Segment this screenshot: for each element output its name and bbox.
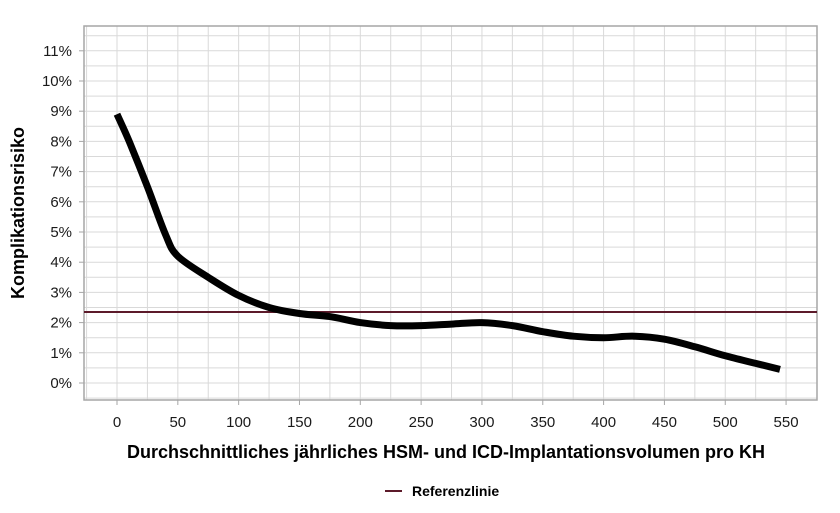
x-tick-label: 350 [530,414,555,431]
plot-area [83,25,818,401]
y-axis-title: Komplikationsrisiko [8,127,28,299]
x-tick-label: 100 [226,414,251,431]
y-tick-label: 2% [50,315,72,332]
y-tick-label: 7% [50,164,72,181]
y-tick-label: 0% [50,375,72,392]
x-tick-label: 150 [287,414,312,431]
x-tick-label: 400 [591,414,616,431]
y-axis: 0% 1% 2% 3% 4% 5% 6% 7% 8% 9% 10% 11% [42,43,84,392]
y-tick-label: 5% [50,224,72,241]
risk-curve [113,112,781,373]
y-tick-label: 11% [43,43,72,60]
x-tick-label: 500 [713,414,738,431]
x-axis: 0 50 100 150 200 250 300 350 400 450 500 550 [113,400,799,431]
y-tick-label: 4% [50,254,72,271]
x-tick-label: 550 [774,414,799,431]
grid-lines [84,26,817,400]
y-tick-label: 1% [50,345,72,362]
y-tick-label: 8% [50,133,72,150]
y-tick-label: 9% [50,103,72,120]
x-tick-label: 250 [409,414,434,431]
y-tick-label: 3% [50,284,72,301]
x-axis-title: Durchschnittliches jährliches HSM- und I… [127,442,765,462]
x-tick-label: 200 [348,414,373,431]
y-tick-label: 6% [50,194,72,211]
y-tick-label: 10% [42,73,72,90]
legend: Referenzlinie [385,483,499,499]
x-tick-label: 450 [652,414,677,431]
legend-label-referenzlinie: Referenzlinie [412,483,499,499]
x-tick-label: 300 [469,414,494,431]
x-tick-label: 0 [113,414,121,431]
x-tick-label: 50 [169,414,186,431]
